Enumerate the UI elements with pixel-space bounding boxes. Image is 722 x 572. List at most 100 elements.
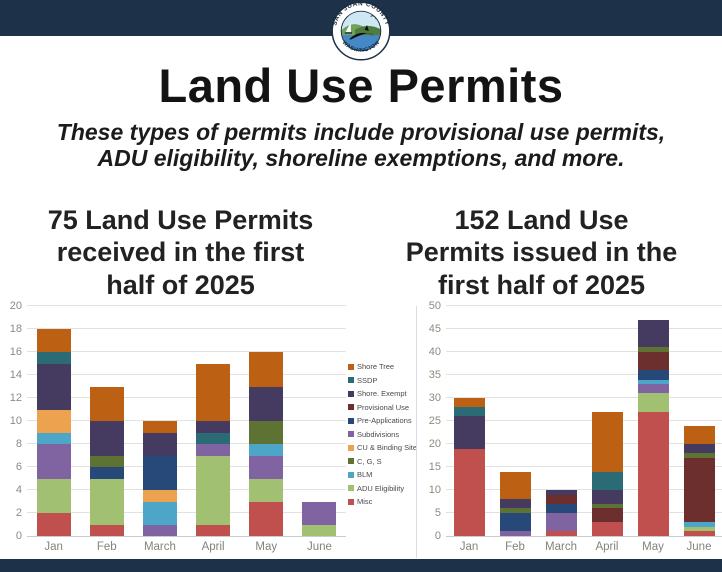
issued-chart-bars (446, 306, 722, 536)
stacked-bar-march (142, 306, 177, 536)
page-title: Land Use Permits (158, 59, 564, 112)
bar-segment (591, 411, 623, 472)
bar-segment (36, 352, 71, 364)
bar-segment (683, 453, 715, 458)
legend-label: SSDP (357, 375, 378, 385)
bar-segment (637, 352, 669, 371)
y-tick-label: 2 (15, 507, 22, 519)
x-axis-label: Feb (505, 541, 525, 553)
subtitle-line-2: ADU eligibility, shoreline exemptions, a… (97, 145, 625, 172)
bar-segment (545, 503, 577, 514)
y-tick-label: 14 (9, 369, 22, 381)
bar-segment (591, 490, 623, 504)
bar-slot-may (630, 306, 676, 536)
gridline (27, 397, 346, 398)
stacked-bar-feb (499, 306, 531, 536)
bar-segment (196, 444, 231, 456)
x-axis-label: April (595, 541, 619, 553)
legend-item: BLM (348, 470, 416, 479)
issued-chart-x-axis: Jan Feb March April May June (446, 537, 722, 553)
legend-swatch (348, 458, 354, 464)
bar-segment (637, 393, 669, 412)
bar-segment (683, 444, 715, 454)
bar-segment (36, 409, 71, 433)
bar-segment (36, 363, 71, 410)
x-axis-label: May (642, 541, 664, 553)
y-tick-label: 4 (15, 484, 22, 496)
bar-slot-april (584, 306, 630, 536)
gridline (27, 328, 346, 329)
stacked-bar-jan (36, 306, 71, 536)
issued-chart-heading: 152 Land Use Permits issued in the first… (361, 204, 722, 301)
bar-segment (142, 432, 177, 456)
bar-segment (453, 416, 485, 449)
bar-slot-march (133, 306, 186, 536)
bar-segment (545, 494, 577, 504)
bar-segment (142, 421, 177, 433)
gridline (27, 443, 346, 444)
legend-label: Pre-Applications (357, 416, 412, 425)
bar-segment (637, 319, 669, 348)
y-tick-label: 20 (428, 438, 441, 450)
subtitle-line-1: These types of permits include provision… (56, 119, 666, 145)
bar-segment (453, 398, 485, 408)
legend-item: C, G, S (348, 457, 416, 466)
bar-segment (89, 524, 124, 536)
bar-segment (302, 524, 337, 536)
legend-swatch (348, 485, 354, 491)
bar-segment (591, 503, 623, 509)
legend-swatch (348, 417, 354, 424)
y-tick-label: 10 (9, 415, 22, 427)
bar-segment (142, 455, 177, 490)
x-axis-label: June (686, 541, 712, 553)
bar-segment (196, 363, 231, 421)
stacked-bar-jan (453, 306, 485, 536)
issued-permits-chart: 0 5 10 15 20 25 30 35 40 45 50 Jan Feb March April May… (416, 300, 722, 558)
legend-item: Shore. Exempt (348, 389, 416, 398)
bar-segment (545, 531, 577, 536)
gridline (27, 512, 346, 513)
legend-label: C, G, S (357, 456, 382, 466)
bar-segment (453, 448, 485, 536)
issued-heading-line-3: first half of 2025 (437, 269, 646, 300)
seal-scene (341, 11, 381, 51)
bar-segment (637, 379, 669, 385)
gridline (446, 397, 722, 398)
received-heading-line-2: received in the first (56, 237, 305, 268)
gridline (446, 443, 722, 444)
y-tick-label: 5 (434, 507, 441, 519)
sailboat-icon (345, 22, 351, 33)
legend-label: Misc (357, 497, 373, 506)
bar-segment (142, 501, 177, 525)
bar-segment (36, 432, 71, 444)
received-chart-plot-wrap: Jan Feb March April May June (27, 305, 346, 558)
bar-segment (89, 478, 124, 525)
x-axis-label: Jan (44, 541, 63, 553)
legend-swatch (348, 431, 354, 437)
stacked-bar-june (302, 306, 337, 536)
bar-segment (591, 471, 623, 491)
gridline (27, 305, 346, 306)
gridline (446, 305, 722, 306)
legend-label: Shore Tree (357, 362, 395, 371)
received-permits-chart: 0 2 4 6 8 10 12 14 16 18 20 Jan Feb March April May Jun… (0, 300, 346, 558)
page-subtitle: These types of permits include provision… (0, 119, 722, 172)
x-axis-label: April (201, 541, 225, 553)
bar-segment (36, 513, 71, 536)
bar-segment (591, 508, 623, 523)
stacked-bar-may (637, 306, 669, 536)
bar-segment (89, 455, 124, 467)
y-tick-label: 45 (428, 323, 441, 335)
bar-segment (499, 531, 531, 536)
bar-segment (196, 432, 231, 444)
y-tick-label: 6 (15, 461, 22, 473)
chart-headings-row: 75 Land Use Permits received in the firs… (0, 204, 722, 301)
gridline (27, 466, 346, 467)
bar-segment (89, 421, 124, 456)
bottom-banner-strip (0, 559, 722, 572)
legend-item: Shore Tree (348, 362, 416, 371)
stacked-bar-may (249, 306, 284, 536)
bar-segment (499, 471, 531, 500)
y-tick-label: 12 (9, 392, 22, 404)
bar-slot-june (676, 306, 722, 536)
